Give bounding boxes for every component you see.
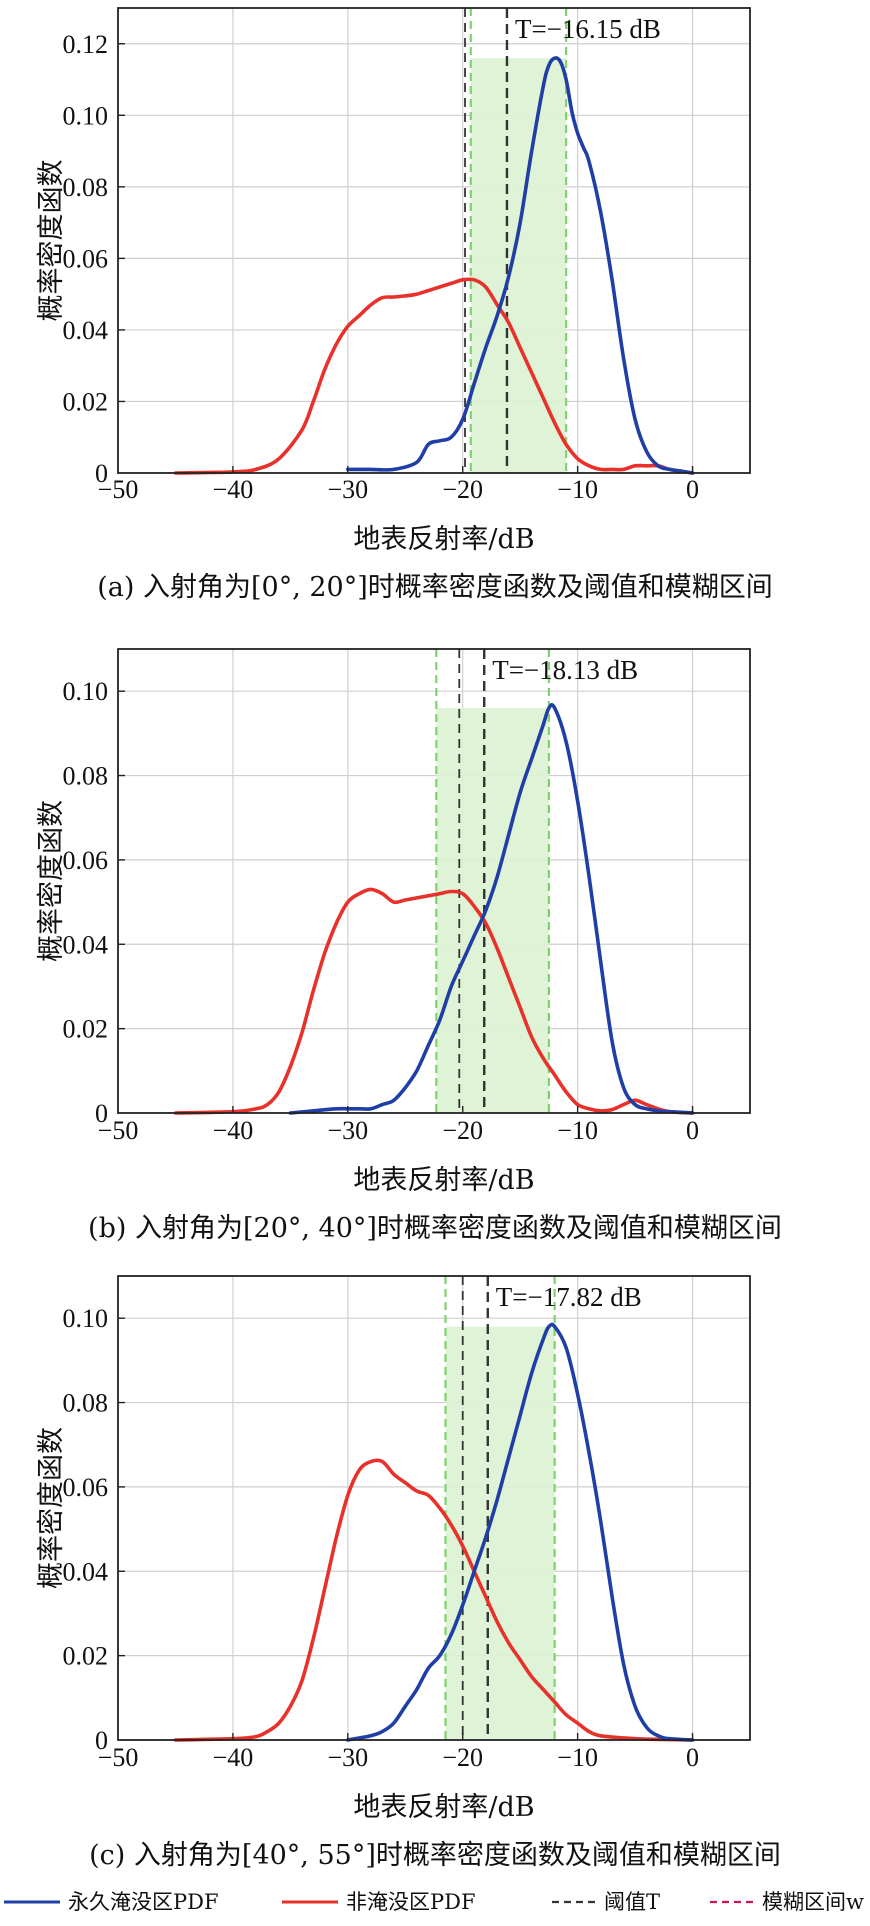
y-tick-label: 0.08 [63, 1389, 109, 1418]
y-tick-label: 0.10 [63, 101, 109, 130]
y-tick-label: 0.04 [63, 1557, 109, 1586]
x-tick-label: −30 [327, 1116, 368, 1145]
x-tick-label: −30 [327, 1743, 368, 1772]
plot-frame [117, 1275, 751, 1741]
x-tick-label: −40 [213, 1116, 254, 1145]
panel-caption: (a) 入射角为[0°, 20°]时概率密度函数及阈值和模糊区间 [97, 572, 773, 603]
y-tick-label: 0.06 [63, 244, 109, 273]
threshold-label: T=−18.13 dB [492, 655, 638, 685]
y-tick-label: 0 [95, 459, 108, 488]
x-tick-label: −40 [213, 475, 254, 504]
plot-frame [117, 648, 751, 1114]
chart-panel-3: −50 −40 −30 −20 −10 0 0 0.02 0.04 0.06 0.08 0.10 T=−… [36, 1275, 781, 1871]
legend-label-4: 模糊区间w [762, 1890, 864, 1914]
fuzzy-interval-band [470, 58, 567, 473]
permanent-flood-pdf-curve [346, 1322, 695, 1742]
legend-label-3: 阈值T [604, 1890, 660, 1914]
x-tick-label: −10 [557, 1116, 598, 1145]
y-tick-label: 0.10 [63, 1304, 109, 1333]
y-tick-label: 0.08 [63, 173, 109, 202]
x-tick-label: −20 [442, 1116, 483, 1145]
y-axis-label: 概率密度函数 [36, 160, 67, 322]
x-tick-label: −20 [442, 1743, 483, 1772]
y-tick-label: 0.04 [63, 316, 109, 345]
x-axis-label: 地表反射率/dB [353, 524, 534, 555]
threshold-label: T=−16.15 dB [515, 14, 661, 44]
panel-caption: (c) 入射角为[40°, 55°]时概率密度函数及阈值和模糊区间 [89, 1840, 781, 1871]
non-flood-pdf-curve [173, 887, 695, 1115]
permanent-flood-pdf-curve [346, 56, 695, 475]
y-axis-label: 概率密度函数 [36, 800, 67, 962]
y-tick-label: 0.10 [63, 677, 109, 706]
chart-panel-1: −50 −40 −30 −20 −10 0 0 0.02 0.04 0.06 0.08 0.10 0.1… [36, 7, 773, 603]
fuzzy-interval-band [445, 1326, 555, 1740]
x-tick-label: −10 [557, 1743, 598, 1772]
y-tick-label: 0.12 [63, 30, 109, 59]
y-tick-label: 0.02 [63, 387, 109, 416]
legend-label-2: 非淹没区PDF [346, 1890, 476, 1914]
y-axis-label: 概率密度函数 [36, 1427, 67, 1589]
x-tick-label: −50 [98, 1743, 139, 1772]
chart-panel-2: −50 −40 −30 −20 −10 0 0 0.02 0.04 0.06 0.08 0.10 T=−… [36, 648, 782, 1244]
y-tick-label: 0.02 [63, 1015, 109, 1044]
y-tick-label: 0.06 [63, 1473, 109, 1502]
permanent-flood-pdf-curve [288, 703, 695, 1115]
x-axis-label: 地表反射率/dB [353, 1165, 534, 1196]
legend: 永久淹没区PDF 非淹没区PDF 阈值T 模糊区间w [4, 1890, 864, 1914]
x-tick-label: 0 [686, 1743, 699, 1772]
y-tick-label: 0.02 [63, 1642, 109, 1671]
plot-frame [117, 7, 751, 474]
y-tick-label: 0 [95, 1099, 108, 1128]
x-tick-label: −50 [98, 475, 139, 504]
non-flood-pdf-curve [173, 1458, 695, 1742]
y-tick-label: 0.06 [63, 846, 109, 875]
legend-label-1: 永久淹没区PDF [68, 1890, 219, 1914]
x-tick-label: −50 [98, 1116, 139, 1145]
x-tick-label: −40 [213, 1743, 254, 1772]
fuzzy-interval-band [436, 708, 549, 1113]
panel-caption: (b) 入射角为[20°, 40°]时概率密度函数及阈值和模糊区间 [88, 1213, 782, 1244]
x-tick-label: 0 [686, 1116, 699, 1145]
x-tick-label: 0 [686, 475, 699, 504]
y-tick-label: 0.08 [63, 762, 109, 791]
x-tick-label: −30 [327, 475, 368, 504]
x-tick-label: −20 [442, 475, 483, 504]
x-axis-label: 地表反射率/dB [353, 1792, 534, 1823]
y-tick-label: 0.04 [63, 930, 109, 959]
x-tick-label: −10 [557, 475, 598, 504]
threshold-label: T=−17.82 dB [496, 1282, 642, 1312]
non-flood-pdf-curve [173, 277, 695, 475]
y-tick-label: 0 [95, 1726, 108, 1755]
